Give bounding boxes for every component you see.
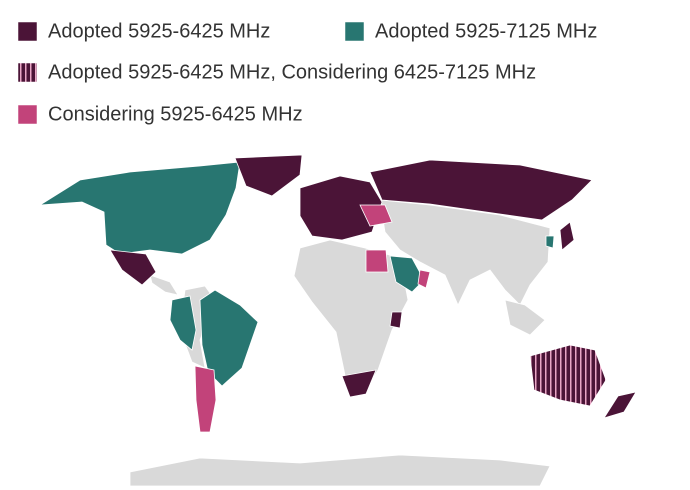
south-africa <box>341 369 377 398</box>
korea <box>545 235 555 249</box>
southern-cone <box>194 365 217 433</box>
legend-swatch <box>17 62 38 83</box>
australia <box>529 344 607 407</box>
asia <box>379 199 551 306</box>
brazil-region <box>199 289 259 387</box>
central-america <box>149 274 179 296</box>
saudi-arabia <box>389 255 425 293</box>
new-zealand <box>603 391 637 419</box>
world-map <box>39 154 637 487</box>
russia <box>369 159 593 221</box>
legend-swatch <box>17 104 38 125</box>
egypt <box>365 249 389 273</box>
legend-label: Adopted 5925-7125 MHz <box>375 20 597 42</box>
legend-swatch <box>344 21 365 42</box>
greenland <box>234 154 303 197</box>
legend-label: Adopted 5925-6425 MHz, Considering 6425-… <box>48 61 536 83</box>
legend-swatch <box>17 21 38 42</box>
ukraine-region <box>359 204 393 227</box>
japan <box>559 221 575 251</box>
north-america <box>39 161 241 255</box>
legend: Adopted 5925-6425 MHz Adopted 5925-7125 M… <box>17 20 597 125</box>
andes <box>169 295 197 351</box>
europe <box>299 175 383 241</box>
southeast-asia <box>504 299 546 336</box>
legend-label: Considering 5925-6425 MHz <box>48 103 303 125</box>
oman <box>417 269 431 289</box>
legend-label: Adopted 5925-6425 MHz <box>48 20 270 42</box>
africa <box>293 239 409 397</box>
mexico <box>109 249 157 286</box>
kenya <box>389 311 403 329</box>
antarctica <box>129 454 551 487</box>
